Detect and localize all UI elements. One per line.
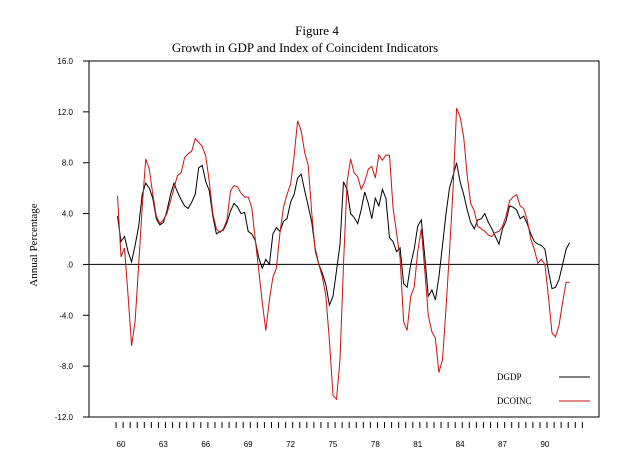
series-line-dcoinc [117,107,570,401]
x-tick-label: 84 [456,440,465,449]
legend-label-dcoinc: DCOINC [497,396,532,406]
legend-label-dgdp: DGDP [497,372,522,382]
chart-title: Figure 4 [295,23,339,38]
x-tick-label: 81 [413,440,422,449]
series-lines [117,107,571,401]
chart-subtitle: Growth in GDP and Index of Coincident In… [172,40,438,55]
y-tick-label: 8.0 [62,159,74,168]
y-tick-label: -8.0 [59,362,73,371]
x-tick-label: 60 [117,440,126,449]
legend: DGDP DCOINC [497,372,590,406]
plot-frame [88,60,600,418]
y-tick-label: 4.0 [62,210,74,219]
x-tick-label: 78 [371,440,380,449]
x-tick-label: 87 [498,440,507,449]
y-tick-label: .0 [66,260,73,269]
series-line-dgdp [117,162,571,307]
x-tick-label: 75 [328,440,337,449]
x-tick-label: 72 [286,440,295,449]
y-tick-label: -12.0 [55,413,74,422]
y-tick-label: 12.0 [57,108,73,117]
x-tick-label: 69 [244,440,253,449]
x-tick-label: 66 [201,440,210,449]
y-tick-label: 16.0 [57,57,73,66]
y-axis: 16.0 12.0 8.0 4.0 .0 -4.0 -8.0 -12.0 [55,57,89,422]
x-axis: 60 63 66 69 72 75 78 81 84 87 90 [84,416,599,449]
x-tick-label: 90 [540,440,549,449]
y-axis-label: Annual Percentage [28,203,40,286]
y-tick-label: -4.0 [59,311,73,320]
x-tick-label: 63 [159,440,168,449]
